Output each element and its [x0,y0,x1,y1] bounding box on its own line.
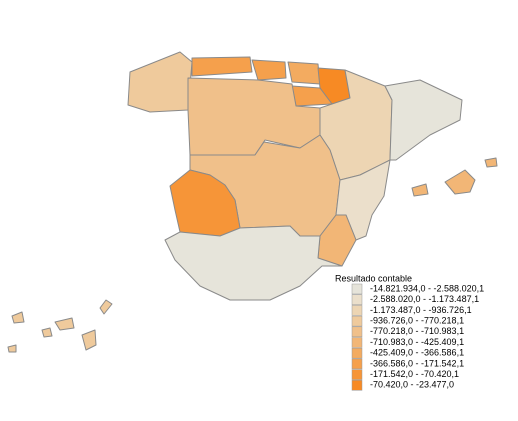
legend-swatch [351,294,363,305]
legend-label: -425.409,0 - -366.586,1 [370,348,464,358]
region [191,56,253,77]
legend-swatch [351,347,363,359]
legend-label: -2.588.020,0 - -1.173.487,1 [370,294,479,304]
legend-label: -171.542,0 - -70.420,1 [370,369,459,379]
legend-swatch [351,369,363,380]
legend-swatch [351,305,363,316]
legend-title: Resultado contable [335,273,412,283]
region [11,311,25,324]
legend-label: -936.726,0 - -770.218,1 [370,315,464,325]
legend-label: -770.218,0 - -710.983,1 [370,326,464,336]
region [81,329,97,351]
region [484,157,498,168]
region [7,344,17,353]
region [169,169,241,237]
region [127,51,193,113]
legend-swatch [351,358,363,370]
legend-label: -70.420,0 - -23.477,0 [370,380,454,390]
legend-label: -710.983,0 - -425.409,1 [370,337,464,347]
legend-swatch [351,315,363,327]
region [287,61,321,85]
legend-swatch [351,326,363,338]
legend-label: -14.821.934,0 - -2.588.020,1 [370,283,484,293]
legend-label: -366.586,0 - -171.542,1 [370,358,464,368]
region [99,299,113,315]
region [41,327,53,338]
region [384,79,463,161]
region [251,59,287,81]
legend: Resultado contable -14.821.934,0 - -2.58… [335,273,484,391]
region [444,169,476,195]
legend-swatch [351,380,363,391]
region [411,183,429,197]
legend-label: -1.173.487,0 - -936.726,1 [370,305,472,315]
regions [7,51,498,353]
region [54,317,75,331]
legend-swatch [351,337,363,348]
legend-swatch [351,283,363,295]
region [164,225,343,301]
